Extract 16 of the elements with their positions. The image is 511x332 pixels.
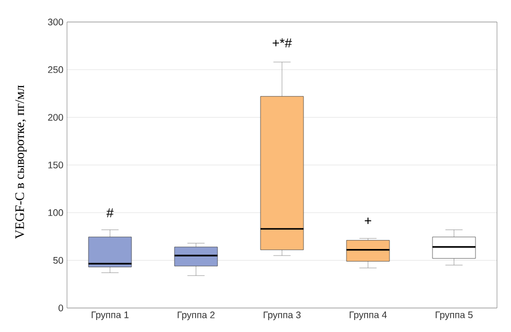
x-tick-label: Группа 1 <box>92 312 129 320</box>
x-tick-label: Группа 5 <box>436 312 473 320</box>
annotation: +*# <box>272 38 292 48</box>
x-tick-label: Группа 4 <box>350 312 387 320</box>
y-tick-label: 200 <box>48 114 64 121</box>
x-tick-label: Группа 3 <box>264 312 301 320</box>
y-tick-label: 300 <box>48 18 64 26</box>
y-tick-label: 0 <box>58 304 64 312</box>
annotation: + <box>364 218 372 224</box>
y-tick-label: 100 <box>48 209 64 216</box>
y-tick-label: 250 <box>48 66 64 74</box>
x-tick-label: Группа 2 <box>178 312 215 320</box>
annotation: # <box>106 208 114 218</box>
y-tick-label: 150 <box>48 162 64 168</box>
y-tick-label: 50 <box>53 256 64 264</box>
y-axis-title: VEGF-C в сыворотке, пг/мл <box>15 85 27 239</box>
